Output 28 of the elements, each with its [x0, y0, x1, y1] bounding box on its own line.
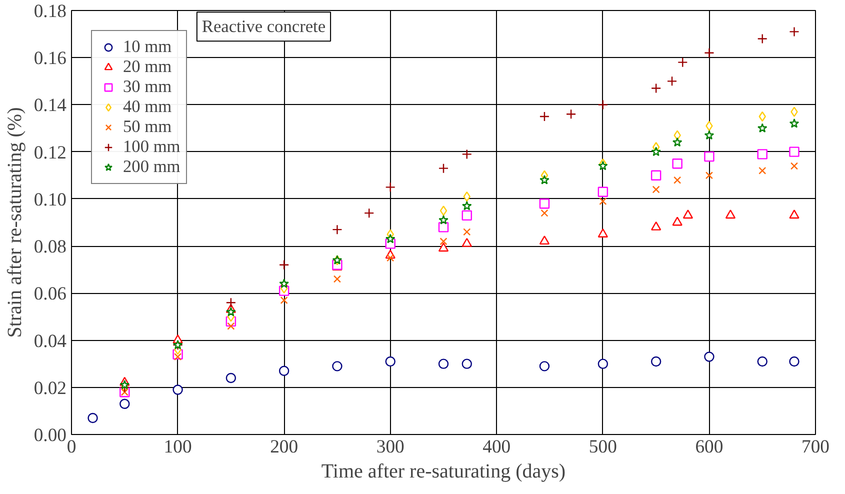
legend-label: 40 mm — [123, 97, 172, 117]
x-tick-label: 700 — [802, 436, 830, 458]
y-tick-label: 0.06 — [34, 284, 67, 305]
legend-label: 50 mm — [123, 117, 172, 137]
y-tick-label: 0.16 — [34, 48, 67, 70]
x-tick-label: 400 — [482, 436, 511, 458]
legend-label: 200 mm — [123, 157, 180, 177]
x-tick-label: 600 — [695, 436, 724, 458]
y-tick-label: 0.00 — [34, 425, 67, 446]
y-tick-label: 0.10 — [34, 189, 67, 210]
annotation: Reactive concrete — [202, 17, 326, 36]
legend-label: 10 mm — [123, 37, 172, 57]
y-tick-label: 0.18 — [34, 1, 67, 22]
y-tick-label: 0.08 — [34, 236, 67, 258]
y-tick-label: 0.12 — [34, 142, 67, 164]
x-tick-label: 100 — [164, 436, 192, 458]
legend-label: 30 mm — [123, 77, 172, 97]
x-tick-label: 300 — [376, 436, 404, 458]
x-tick-label: 200 — [270, 436, 298, 458]
x-tick-label: 0 — [66, 436, 76, 458]
y-tick-label: 0.04 — [34, 330, 68, 352]
legend-label: 100 mm — [123, 137, 180, 157]
x-axis-title: Time after re-saturating (days) — [321, 460, 566, 482]
y-tick-label: 0.02 — [34, 378, 67, 399]
y-tick-label: 0.14 — [34, 95, 68, 116]
y-axis-title: Strain after re-saturating (%) — [4, 107, 26, 338]
legend-label: 20 mm — [123, 57, 172, 77]
x-tick-label: 500 — [588, 436, 617, 458]
